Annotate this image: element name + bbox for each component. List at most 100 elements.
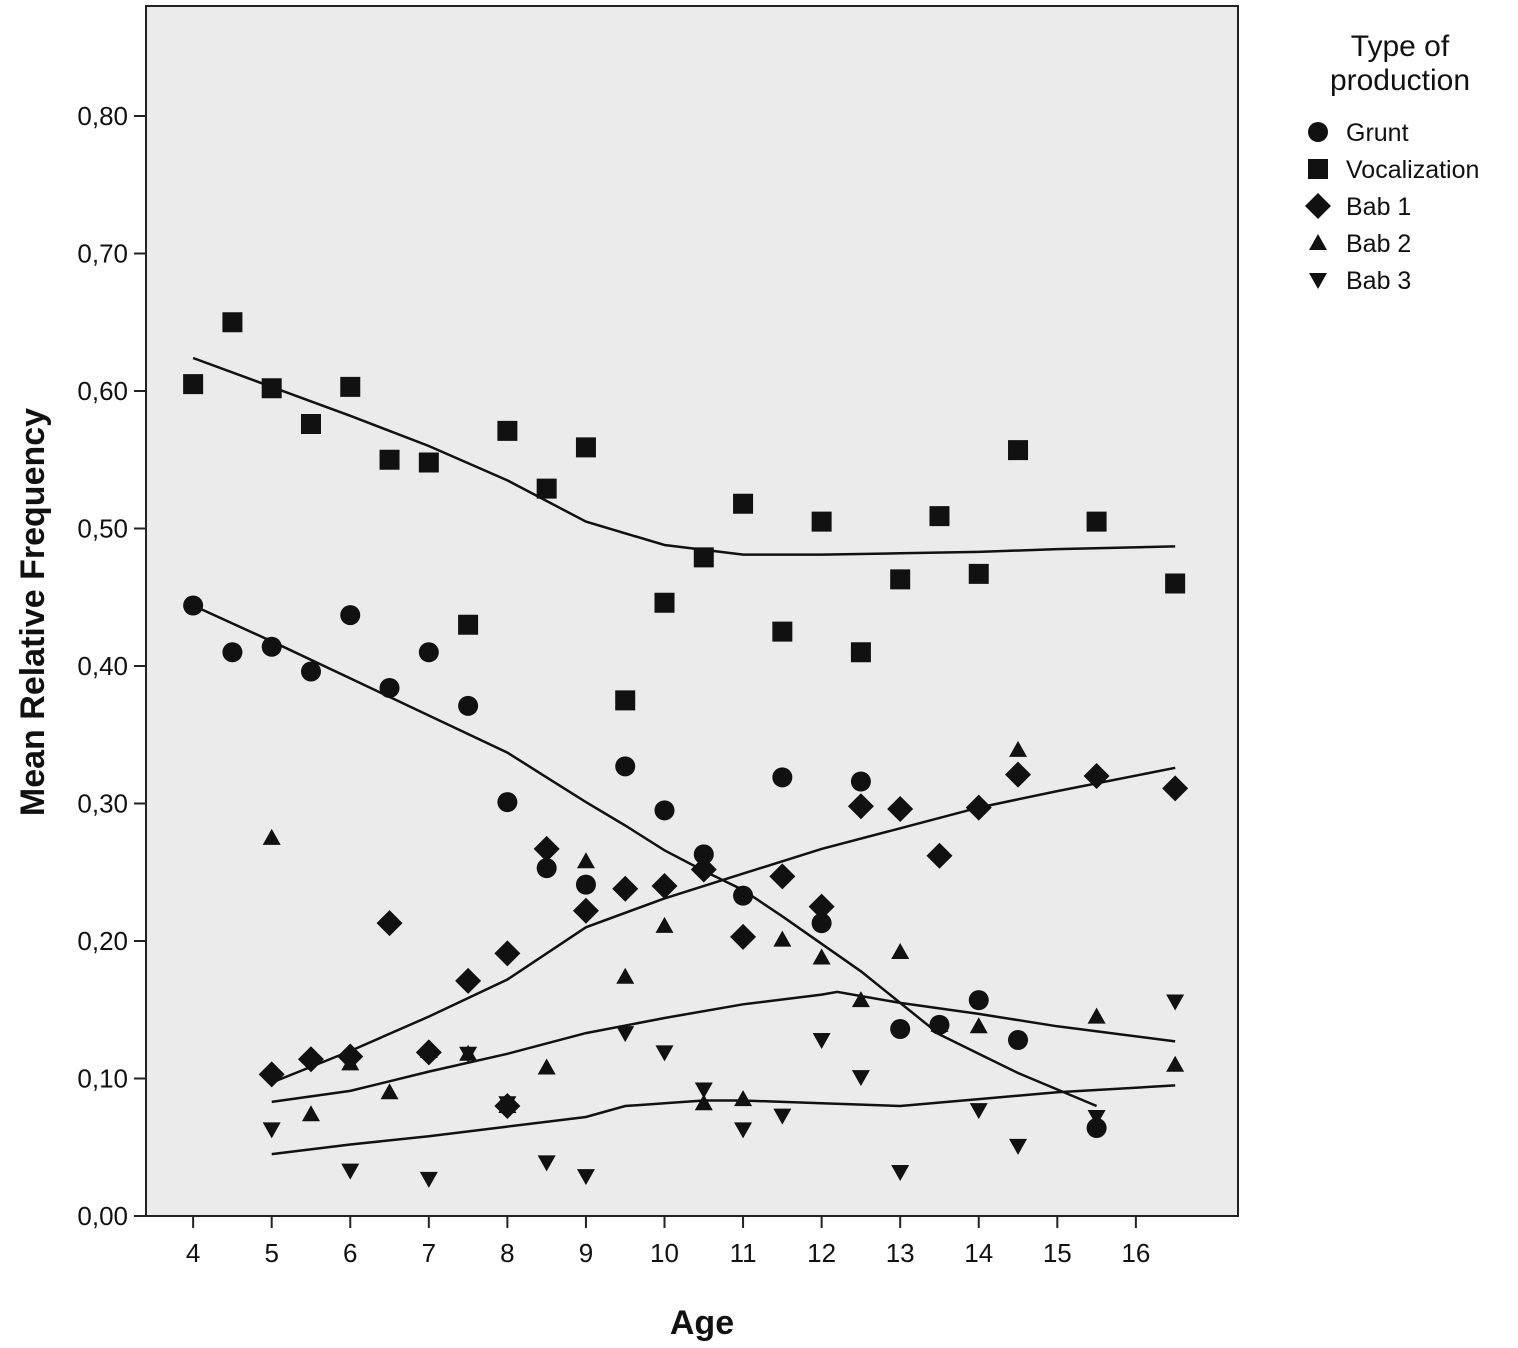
bab-3-point <box>694 1082 713 1099</box>
bab-1-point <box>1162 775 1189 802</box>
vocalization-point <box>811 511 832 532</box>
bab-3-point <box>262 1122 281 1139</box>
legend: Type of production Grunt Vocalization Bab 1… <box>1305 30 1479 295</box>
bab-3-point <box>1009 1138 1028 1155</box>
bab-2-point <box>576 852 595 869</box>
vocalization-point <box>850 642 871 663</box>
bab-3-point <box>459 1046 478 1063</box>
vocalization-point <box>1008 440 1029 461</box>
bab-2-point <box>419 1042 438 1058</box>
legend-items: Grunt Vocalization Bab 1 Bab 2 Bab 3 <box>1305 119 1479 295</box>
legend-grunt-marker <box>1308 122 1328 142</box>
bab-1-point <box>494 940 521 967</box>
grunt-point <box>458 695 479 716</box>
x-tick-label: 5 <box>264 1238 278 1268</box>
bab-2-point <box>1087 1007 1106 1024</box>
data-markers <box>183 312 1189 1188</box>
legend-vocalization-label: Vocalization <box>1346 156 1479 184</box>
bab-2-point <box>851 991 870 1008</box>
grunt-point <box>379 678 400 698</box>
grunt-point <box>615 756 636 777</box>
vocalization-point <box>183 374 204 395</box>
bab-2-point <box>537 1058 556 1075</box>
bab-2-point <box>1166 1055 1185 1072</box>
vocalization-point <box>458 614 479 635</box>
vocalization-point <box>340 376 361 397</box>
y-tick-label: 0,40 <box>77 651 128 681</box>
legend-bab-2-marker <box>1309 234 1327 250</box>
legend-grunt-label: Grunt <box>1346 119 1409 147</box>
bab-1-fit-line <box>271 766 1176 1084</box>
y-tick-label: 0,80 <box>77 101 128 131</box>
bab-2-point <box>655 916 674 933</box>
bab-1-point <box>690 856 717 883</box>
bab-2-point <box>262 828 281 845</box>
x-tick-label: 12 <box>807 1238 836 1268</box>
bab-3-point <box>1166 994 1185 1011</box>
vocalization-point <box>929 506 950 527</box>
legend-bab-2-label: Bab 2 <box>1346 230 1411 258</box>
grunt-point <box>693 844 714 865</box>
vocalization-point <box>536 478 557 499</box>
bab-2-point <box>969 1017 988 1034</box>
grunt-point <box>772 767 793 788</box>
vocalization-point <box>575 437 596 458</box>
bab-3-point <box>812 1033 831 1049</box>
bab-3-point <box>341 1163 360 1180</box>
vocalization-point <box>654 592 675 613</box>
vocalization-point <box>968 563 989 584</box>
x-tick-label: 4 <box>186 1238 200 1268</box>
vocalization-point <box>772 621 793 642</box>
x-tick-label: 6 <box>343 1238 357 1268</box>
grunt-point <box>340 605 361 626</box>
grunt-point <box>1008 1030 1029 1050</box>
bab-1-point <box>258 1061 285 1088</box>
bab-3-point <box>498 1096 517 1113</box>
vocalization-point <box>890 569 911 590</box>
x-tick-label: 11 <box>730 1238 757 1268</box>
y-tick-label: 0,50 <box>77 514 128 544</box>
vocalization-point <box>733 493 754 514</box>
bab-1-point <box>376 910 403 937</box>
vocalization-point <box>1086 511 1107 532</box>
grunt-point <box>183 595 204 616</box>
x-tick-label: 16 <box>1121 1238 1150 1268</box>
legend-title: Type of production <box>1330 30 1470 97</box>
bab-3-point <box>851 1070 870 1087</box>
bab-2-point <box>891 943 910 959</box>
bab-3-point <box>419 1171 438 1188</box>
x-axis: 4 5 6 7 8 9 10 11 12 13 14 15 16 <box>186 1216 1150 1268</box>
grunt-point <box>1086 1118 1107 1138</box>
grunt-point <box>890 1019 911 1039</box>
x-tick-label: 10 <box>650 1238 679 1268</box>
grunt-point <box>418 642 439 663</box>
bab-2-point <box>773 930 792 947</box>
legend-bab-1-label: Bab 1 <box>1346 193 1411 221</box>
bab-2-point <box>812 948 831 965</box>
grunt-point <box>850 771 871 792</box>
fit-lines <box>192 356 1176 1156</box>
bab-3-point <box>969 1103 988 1120</box>
legend-bab-1-marker <box>1305 193 1331 219</box>
vocalization-fit-line <box>192 356 1176 556</box>
y-tick-label: 0,30 <box>77 789 128 819</box>
bab-3-point <box>1087 1110 1106 1126</box>
bab-1-point <box>297 1046 324 1073</box>
grunt-point <box>968 990 989 1011</box>
y-tick-label: 0,10 <box>77 1064 128 1094</box>
x-tick-label: 7 <box>422 1238 436 1268</box>
bab-3-point <box>537 1155 556 1172</box>
legend-bab-3-marker <box>1309 273 1327 289</box>
bab-1-point <box>612 875 639 902</box>
vocalization-point <box>261 378 282 399</box>
grunt-point <box>575 874 596 895</box>
x-tick-label: 14 <box>964 1238 993 1268</box>
vocalization-point <box>497 420 518 441</box>
bab-1-point <box>926 842 953 869</box>
plot-area <box>145 5 1239 1217</box>
bab-1-point <box>1005 761 1032 788</box>
bab-1-point <box>730 923 757 950</box>
bab-2-point <box>616 967 635 984</box>
legend-vocalization-marker <box>1308 159 1328 179</box>
